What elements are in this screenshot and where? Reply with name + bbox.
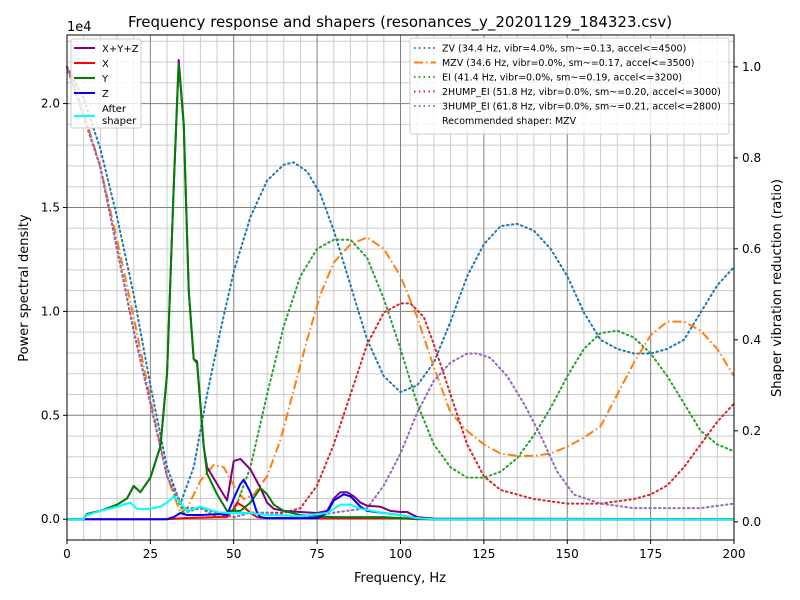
psd-curves: [67, 58, 735, 521]
x-tick-label: 0: [63, 547, 71, 561]
legend-box: [409, 37, 730, 135]
x-axis-label: Frequency, Hz: [354, 571, 446, 586]
recommended-shaper-text: Recommended shaper: MZV: [442, 116, 577, 127]
legend-label: Z: [102, 89, 109, 100]
legend-shapers: ZV (34.4 Hz, vibr=4.0%, sm~=0.13, accel<…: [409, 37, 730, 135]
y-right-tick-label: 0.2: [742, 424, 761, 438]
legend-label-line: Z: [102, 89, 109, 100]
x-tick-label: 25: [143, 547, 158, 561]
y-tick-label: 0.5: [41, 408, 60, 422]
x-tick-label: 75: [309, 547, 324, 561]
legend-label-line: After: [102, 104, 127, 115]
legend-label: EI (41.4 Hz, vibr=0.0%, sm~=0.19, accel<…: [442, 73, 682, 84]
legend-label: After shaper: [102, 104, 137, 127]
shaper-line-3hump-ei: [66, 65, 735, 519]
y-right-tick-label: 0.8: [742, 151, 761, 165]
legend-label: X+Y+Z: [102, 44, 139, 55]
y-right-tick-label: 0.4: [742, 333, 761, 347]
shaper-line-2hump-ei: [66, 65, 735, 519]
legend-label: 2HUMP_EI (51.8 Hz, vibr=0.0%, sm~=0.20, …: [442, 87, 721, 98]
legend-psd: X+Y+Z XYZ After shaper: [70, 38, 142, 129]
legend-label: ZV (34.4 Hz, vibr=4.0%, sm~=0.13, accel<…: [442, 44, 686, 55]
legend-label-line: X+Y+Z: [102, 44, 139, 55]
psd-line-x: [67, 501, 734, 521]
chart-title: Frequency response and shapers (resonanc…: [128, 13, 672, 32]
y-tick-label: 2.0: [41, 97, 60, 111]
y-right-tick-label: 1.0: [742, 60, 761, 74]
y-axis-label: Power spectral density: [17, 214, 32, 362]
x-tick-label: 125: [472, 547, 495, 561]
legend-label-line: Y: [101, 74, 109, 85]
y-offset-label: 1e4: [67, 20, 92, 35]
legend-label-line: X: [102, 59, 109, 70]
y-right-tick-label: 0.6: [742, 242, 761, 256]
legend-label: X: [102, 59, 109, 70]
legend-label: Y: [101, 74, 109, 85]
x-tick-label: 200: [723, 547, 746, 561]
psd-line-after: [67, 495, 734, 521]
axis-ticks: 0 25 50 75 100 125 150 175 200 0.0 0.5 1.0 1.5 2.0 0.0…: [41, 60, 761, 561]
legend-label: 3HUMP_EI (61.8 Hz, vibr=0.0%, sm~=0.21, …: [442, 102, 721, 113]
x-tick-label: 50: [226, 547, 241, 561]
x-tick-label: 175: [639, 547, 662, 561]
x-tick-label: 100: [389, 547, 412, 561]
y-tick-label: 1.0: [41, 304, 60, 318]
legend-label-line: shaper: [102, 116, 137, 127]
y-tick-label: 1.5: [41, 200, 60, 214]
psd-line-y: [67, 63, 734, 521]
legend-box: [70, 38, 142, 129]
legend-label: MZV (34.6 Hz, vibr=0.0%, sm~=0.17, accel…: [442, 58, 694, 69]
y-axis-right-label: Shaper vibration reduction (ratio): [770, 179, 785, 397]
y-tick-label: 0.0: [41, 512, 60, 526]
y-right-tick-label: 0.0: [742, 515, 761, 529]
x-tick-label: 150: [556, 547, 579, 561]
